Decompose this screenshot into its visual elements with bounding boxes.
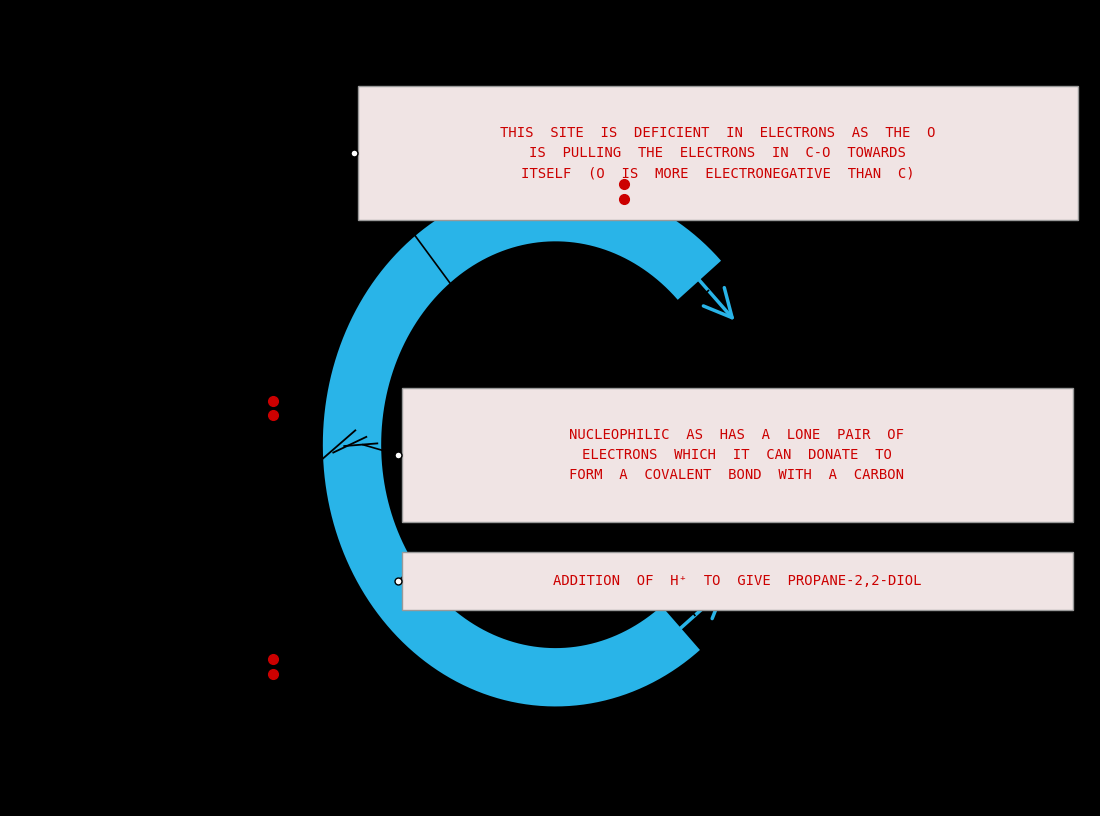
Text: ADDITION  OF  H⁺  TO  GIVE  PROPANE-2,2-DIOL: ADDITION OF H⁺ TO GIVE PROPANE-2,2-DIOL — [552, 574, 921, 588]
Text: NUCLEOPHILIC  AS  HAS  A  LONE  PAIR  OF
ELECTRONS  WHICH  IT  CAN  DONATE  TO
F: NUCLEOPHILIC AS HAS A LONE PAIR OF ELECT… — [570, 428, 904, 482]
Text: THIS  SITE  IS  DEFICIENT  IN  ELECTRONS  AS  THE  O
IS  PULLING  THE  ELECTRONS: THIS SITE IS DEFICIENT IN ELECTRONS AS T… — [500, 126, 935, 180]
FancyBboxPatch shape — [402, 388, 1072, 522]
FancyBboxPatch shape — [358, 86, 1078, 220]
Text: OH: OH — [654, 333, 686, 353]
FancyBboxPatch shape — [402, 552, 1072, 610]
Text: H$_3$C $-$: H$_3$C $-$ — [550, 274, 614, 297]
